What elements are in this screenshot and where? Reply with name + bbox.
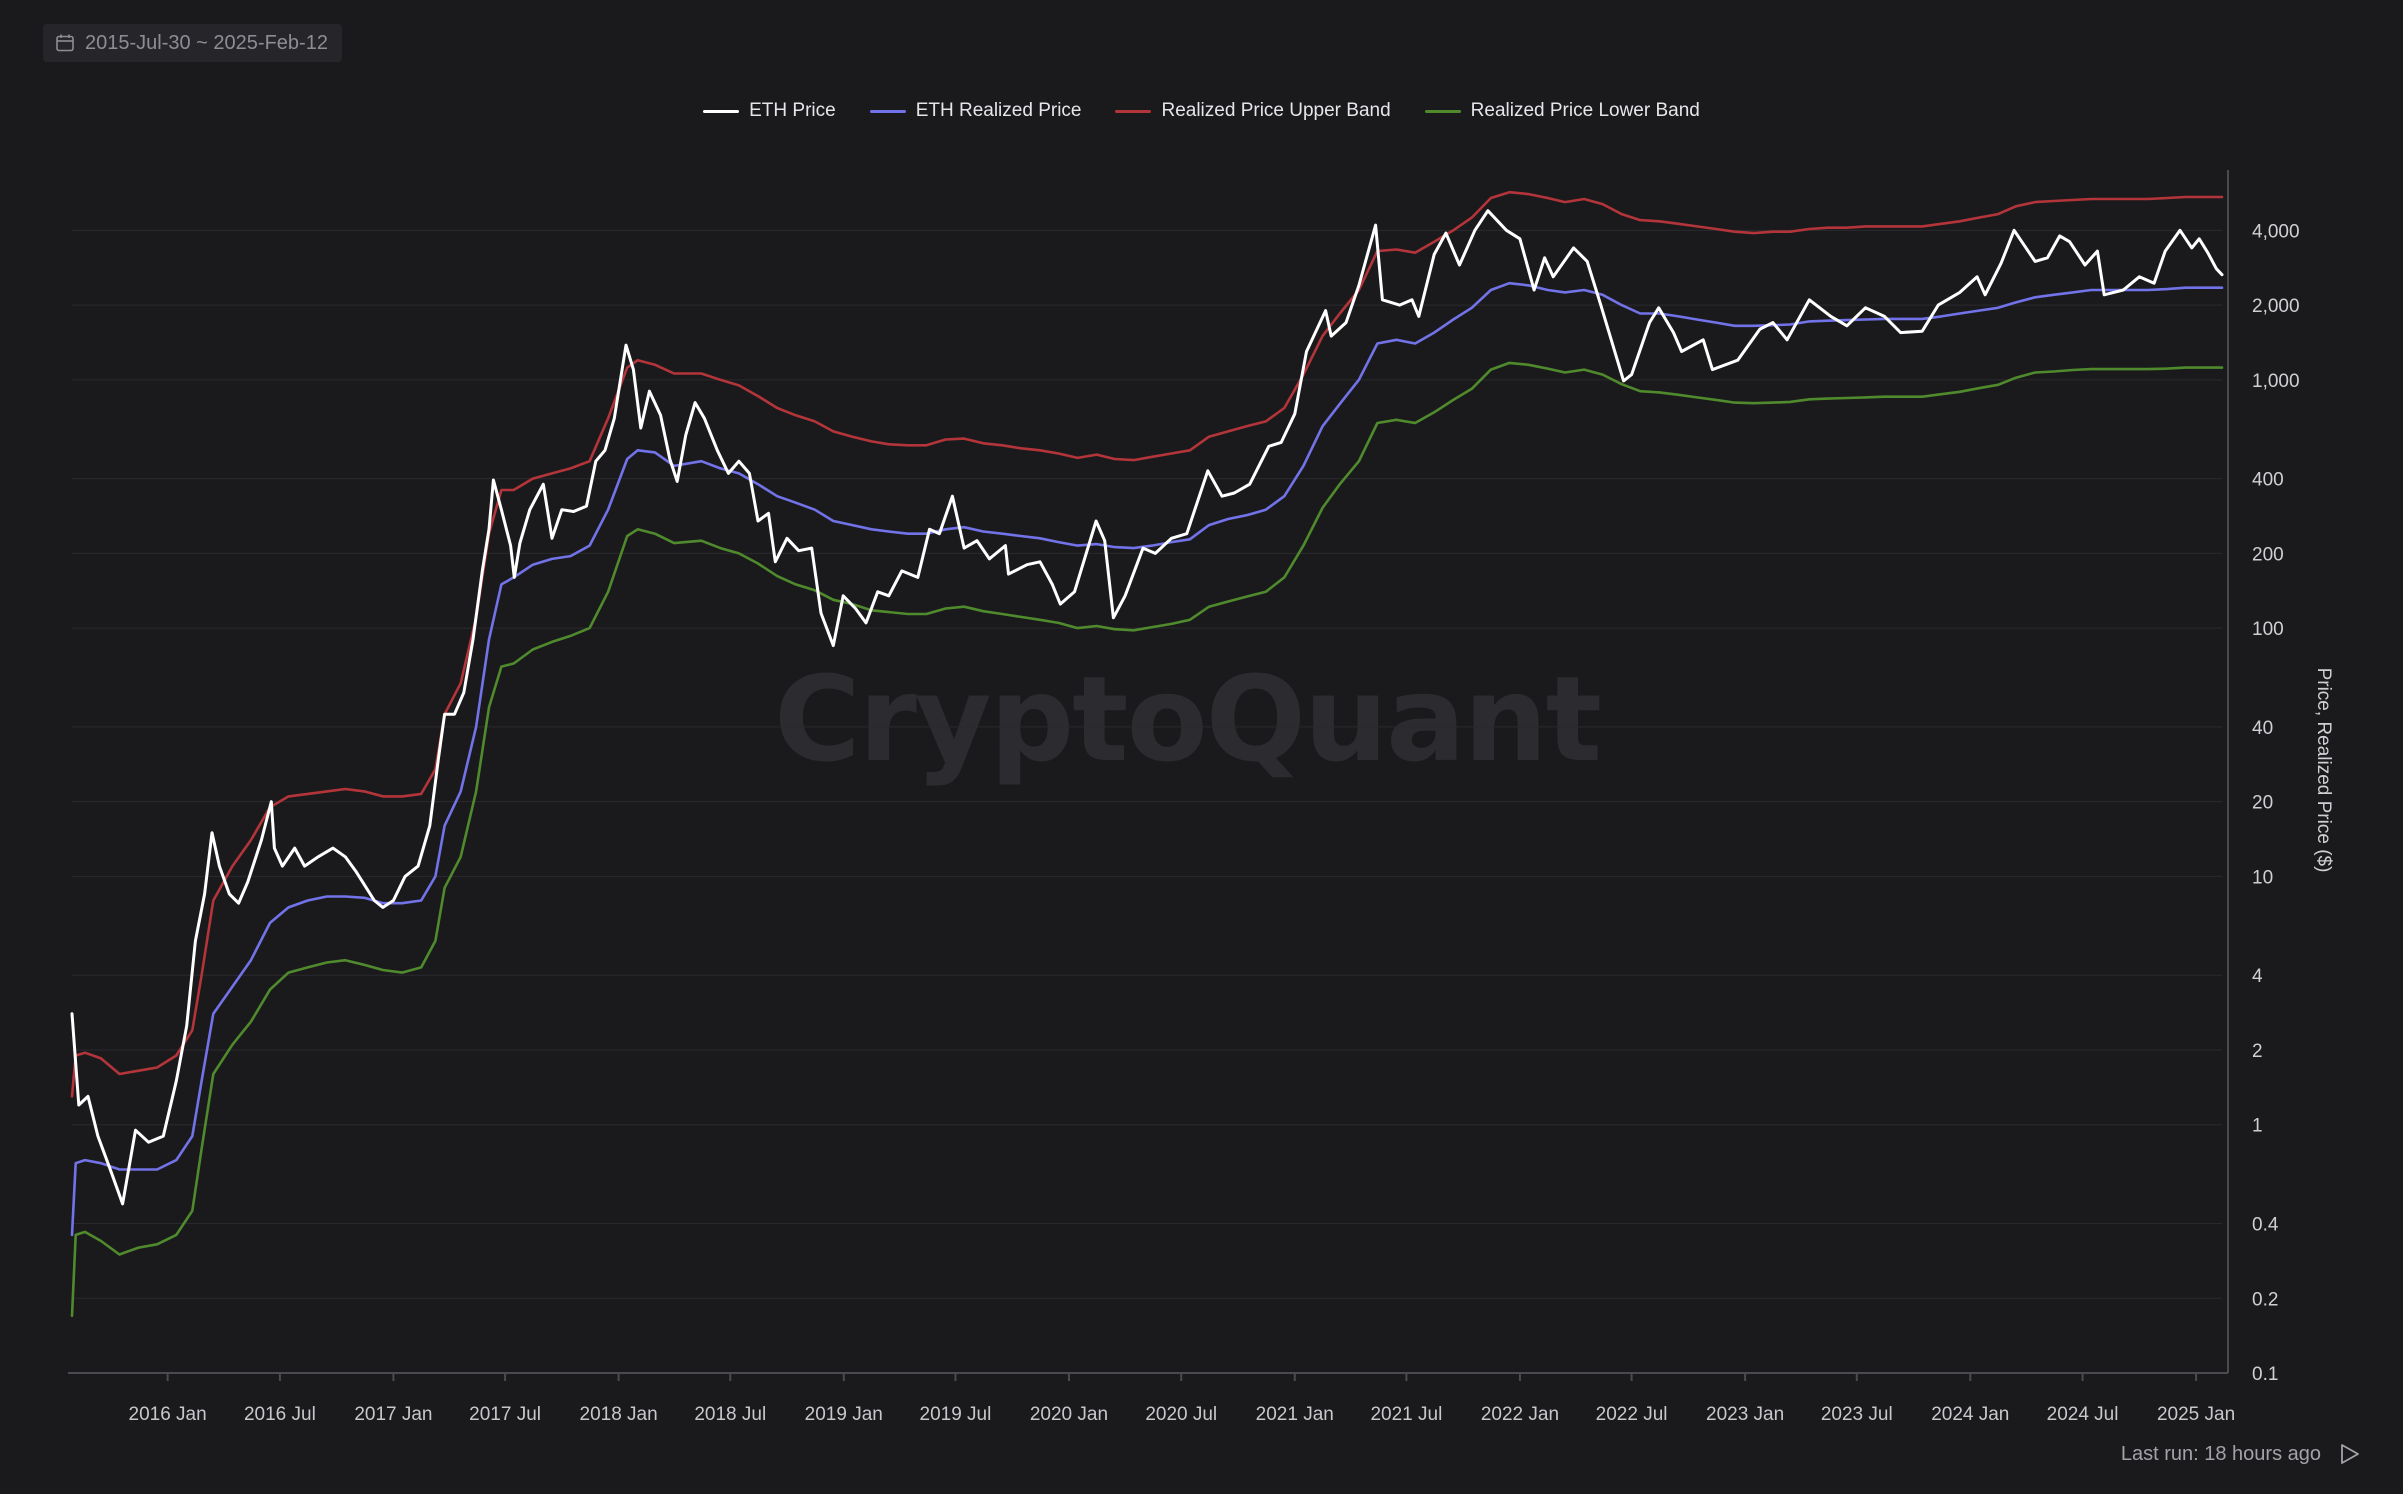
legend-swatch [869,109,906,113]
x-tick-label: 2019 Jan [805,1404,883,1425]
series-line-eth-price [70,209,2224,1206]
legend-item[interactable]: ETH Realized Price [869,100,1082,122]
x-tick-label: 2021 Jul [1370,1404,1442,1425]
y-tick-label: 0.1 [2252,1364,2278,1385]
legend-label: Realized Price Upper Band [1161,100,1391,121]
y-tick-label: 0.4 [2252,1215,2279,1236]
y-tick-label: 200 [2252,544,2284,565]
x-tick-label: 2024 Jan [1931,1404,2009,1425]
date-range-label: 2015-Jul-30 ~ 2025-Feb-12 [85,31,328,54]
y-tick-label: 40 [2252,718,2273,739]
legend-swatch [1115,109,1152,113]
x-tick-label: 2019 Jul [920,1404,992,1425]
x-tick-label: 2020 Jul [1145,1404,1217,1425]
x-tick-label: 2018 Jul [694,1404,766,1425]
series-line-realized-price-upper-band [70,190,2224,1098]
y-tick-label: 10 [2252,867,2273,888]
x-tick-label: 2023 Jan [1706,1404,1784,1425]
watermark: CryptoQuant [774,650,1600,788]
legend-item[interactable]: Realized Price Upper Band [1115,100,1391,122]
y-tick-label: 1,000 [2252,371,2300,392]
series-line-realized-price-lower-band [70,361,2224,1318]
x-tick-label: 2020 Jan [1030,1404,1108,1425]
play-icon[interactable] [2337,1442,2361,1466]
x-tick-label: 2018 Jan [580,1404,658,1425]
x-tick-label: 2021 Jan [1256,1404,1334,1425]
legend-label: Realized Price Lower Band [1470,100,1700,121]
y-axis-title: Price, Realized Price ($) [2313,668,2334,873]
date-range-picker[interactable]: 2015-Jul-30 ~ 2025-Feb-12 [43,24,342,62]
y-tick-label: 20 [2252,793,2273,814]
x-tick-label: 2016 Jul [244,1404,316,1425]
y-tick-label: 4,000 [2252,221,2300,242]
x-tick-label: 2022 Jan [1481,1404,1559,1425]
x-tick-label: 2023 Jul [1821,1404,1893,1425]
x-tick-label: 2017 Jan [354,1404,432,1425]
y-tick-label: 2 [2252,1041,2263,1062]
legend-label: ETH Realized Price [915,100,1082,121]
y-tick-label: 100 [2252,619,2284,640]
calendar-icon [56,34,74,52]
x-tick-label: 2024 Jul [2047,1404,2119,1425]
x-tick-label: 2022 Jul [1596,1404,1668,1425]
legend-item[interactable]: Realized Price Lower Band [1424,100,1700,122]
footer: Last run: 18 hours ago [2121,1442,2361,1466]
legend-item[interactable]: ETH Price [703,100,836,122]
x-tick-label: 2017 Jul [469,1404,541,1425]
x-tick-label: 2016 Jan [129,1404,207,1425]
legend-swatch [703,109,740,113]
y-tick-label: 2,000 [2252,296,2300,317]
y-tick-label: 400 [2252,470,2284,491]
legend-swatch [1424,109,1461,113]
chart-legend: ETH Price ETH Realized Price Realized Pric… [0,100,2403,122]
y-tick-label: 0.2 [2252,1289,2278,1310]
x-tick-label: 2025 Jan [2157,1404,2235,1425]
y-tick-label: 4 [2252,966,2263,987]
legend-label: ETH Price [749,100,836,121]
last-run-status: Last run: 18 hours ago [2120,1442,2321,1465]
y-tick-label: 1 [2252,1116,2263,1137]
